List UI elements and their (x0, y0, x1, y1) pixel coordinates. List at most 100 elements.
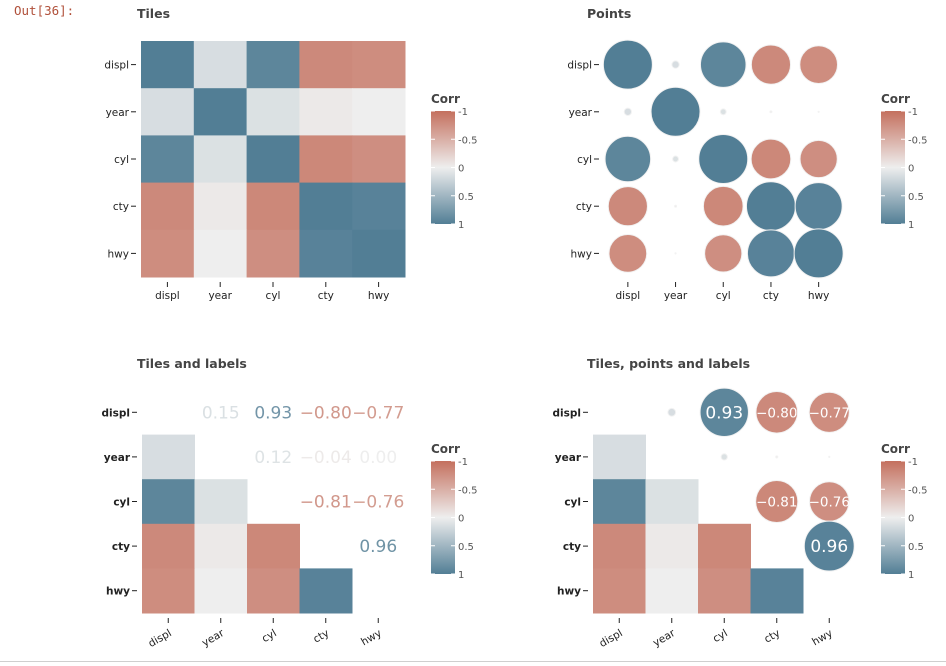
y-tick-label: cyl (113, 497, 130, 509)
value-label: 0.93 (705, 403, 743, 423)
x-tick-label: cyl (711, 627, 730, 645)
legend-tick-label: 1 (458, 220, 464, 231)
y-tick-label: year (106, 107, 130, 119)
tile (194, 568, 248, 614)
legend-tick-label: -1 (908, 457, 918, 468)
tile (247, 523, 300, 569)
point (704, 234, 743, 273)
tile (698, 568, 751, 614)
output-prompt: Out[36]: (14, 3, 75, 18)
legend-tick-label: 1 (908, 570, 914, 581)
point (799, 139, 838, 179)
y-tick-label: displ (102, 407, 130, 419)
point (671, 60, 680, 69)
legend-tick-label: -0.5 (908, 135, 928, 146)
x-tick-label: displ (146, 627, 173, 650)
point (672, 155, 679, 163)
tile (141, 41, 195, 89)
y-tick-label: cty (112, 541, 130, 553)
y-tick-label: cty (113, 201, 129, 213)
tile (299, 41, 353, 89)
point (702, 185, 744, 227)
legend-title: Corr (431, 442, 460, 456)
point (604, 135, 652, 183)
tile (593, 479, 646, 525)
tile (193, 182, 248, 231)
tile (645, 523, 699, 569)
y-tick-label: displ (553, 407, 581, 419)
tile (246, 135, 300, 184)
tile (352, 229, 406, 278)
tile (194, 479, 248, 525)
point (745, 181, 796, 232)
value-label: 0.00 (359, 448, 397, 468)
tile (352, 135, 406, 184)
tile (142, 434, 195, 480)
y-tick-label: hwy (571, 248, 592, 260)
tile (141, 182, 195, 231)
legend-tick-label: -0.5 (908, 485, 928, 496)
tile (142, 568, 195, 614)
legend-tick-label: 0.5 (458, 542, 474, 553)
legend-title: Corr (881, 92, 910, 106)
legend-tick-label: -1 (458, 457, 468, 468)
tile (593, 523, 646, 569)
tile (593, 434, 646, 480)
tile (142, 523, 195, 569)
tile (750, 568, 804, 614)
panel-lower-tiles-upper-points-labels: Tiles, points and labels 0.93 −0.80 −0.77 di… (553, 356, 928, 650)
point (817, 110, 820, 113)
y-tick-label: cyl (577, 154, 592, 166)
panel-tiles: Tiles displ displ year year cyl cyl cty cty hwy hw… (104, 6, 477, 302)
legend-tick-label: 0 (908, 514, 914, 525)
tile (193, 41, 248, 89)
value-label: 0.96 (810, 537, 848, 557)
y-tick-label: hwy (557, 586, 581, 598)
tile (299, 135, 353, 184)
y-tick-label: cty (563, 541, 581, 553)
value-label: −0.77 (809, 405, 850, 421)
y-tick-label: year (555, 452, 582, 464)
tile (299, 88, 353, 136)
tile (352, 41, 406, 89)
value-label: −0.80 (756, 405, 797, 421)
x-tick-label: year (651, 627, 678, 649)
value-label: −0.81 (300, 493, 352, 513)
point (674, 204, 678, 208)
x-tick-label: year (664, 290, 688, 302)
legend-tick-label: -0.5 (458, 135, 478, 146)
y-tick-label: year (569, 107, 593, 119)
tile (352, 88, 406, 136)
legend-tick-label: -0.5 (458, 485, 478, 496)
tile (247, 568, 300, 614)
tile (142, 479, 195, 525)
panel-lower-tiles-upper-labels: Tiles and labels 0.15 0.93 −0.80 −0.77 displ d… (102, 356, 478, 650)
point (699, 387, 749, 437)
y-tick-label: cyl (114, 154, 129, 166)
point (698, 134, 749, 184)
value-label: 0.96 (359, 537, 397, 557)
point (803, 520, 855, 572)
tile (645, 568, 699, 614)
panel-title: Tiles, points and labels (587, 356, 750, 371)
x-tick-label: cyl (260, 627, 279, 645)
x-tick-label: cyl (716, 290, 731, 302)
y-tick-label: year (104, 452, 131, 464)
tile (193, 88, 248, 136)
point (667, 407, 677, 417)
legend-tick-label: 1 (458, 570, 464, 581)
x-tick-label: cty (763, 290, 779, 302)
value-label: −0.76 (352, 493, 404, 513)
tile (246, 229, 300, 278)
value-label: 0.12 (254, 448, 292, 468)
cell-divider (0, 661, 946, 662)
legend-tick-label: 0.5 (908, 542, 924, 553)
value-label: −0.76 (809, 495, 850, 511)
value-label: 0.93 (254, 403, 292, 423)
legend-tick-label: 0 (908, 164, 914, 175)
legend-tick-label: 0 (458, 164, 464, 175)
tile (352, 182, 406, 231)
tile (246, 88, 300, 136)
point (755, 479, 799, 524)
